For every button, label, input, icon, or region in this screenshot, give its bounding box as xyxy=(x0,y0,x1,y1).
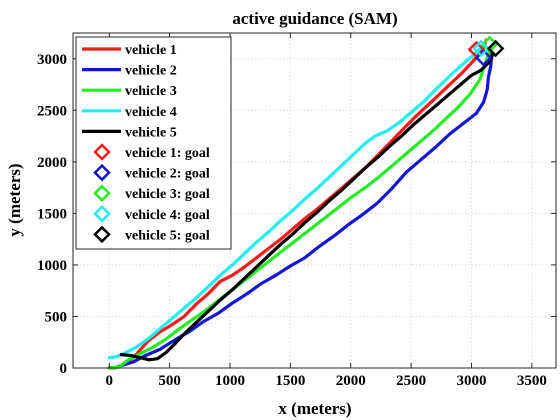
series-line-vehicle-4 xyxy=(107,43,486,360)
legend-swatch-goal-2 xyxy=(93,163,111,182)
plot-frame xyxy=(72,32,557,369)
legend-label: vehicle 4 xyxy=(125,105,177,120)
y-tick-label: 1500 xyxy=(37,206,67,222)
x-tick-label: 3000 xyxy=(456,373,486,389)
series-line-vehicle-1 xyxy=(107,38,488,370)
goal-marker-vehicle-5 xyxy=(486,39,505,58)
y-tick-label: 2000 xyxy=(37,155,67,171)
legend-label: vehicle 3: goal xyxy=(125,187,210,202)
y-tick-label: 0 xyxy=(60,361,68,377)
axis-ticks: 0 500 1000 1500 2000 2500 3000 3500 0 500 1000 1500… xyxy=(37,33,556,389)
legend-label: vehicle 5 xyxy=(125,125,177,140)
y-tick-label: 2500 xyxy=(37,103,67,119)
legend-swatch-goal-1 xyxy=(93,143,111,161)
legend-box xyxy=(75,36,232,250)
goal-marker-vehicle-4 xyxy=(472,39,490,58)
x-axis-label: x (meters) xyxy=(278,399,351,418)
legend-swatch-goal-4 xyxy=(93,205,111,223)
series-line-vehicle-5 xyxy=(119,51,495,362)
x-tick-label: 2500 xyxy=(396,373,426,389)
legend-label: vehicle 2: goal xyxy=(125,167,210,182)
y-tick-label: 3000 xyxy=(37,52,67,68)
legend-label: vehicle 2 xyxy=(125,64,177,79)
legend-label: vehicle 3 xyxy=(125,84,177,99)
legend-swatch-goal-5 xyxy=(93,225,111,244)
legend-swatch-goal-3 xyxy=(93,184,111,202)
x-tick-label: 2000 xyxy=(336,373,366,389)
x-tick-label: 3500 xyxy=(517,373,547,389)
y-tick-label: 500 xyxy=(45,309,68,325)
legend-label: vehicle 4: goal xyxy=(125,208,210,223)
goal-marker-vehicle-2 xyxy=(474,48,493,67)
y-axis-label: y (meters) xyxy=(5,163,24,236)
x-tick-label: 500 xyxy=(158,373,181,389)
series-line-vehicle-2 xyxy=(107,50,494,370)
y-tick-label: 1000 xyxy=(37,258,67,274)
chart-title: active guidance (SAM) xyxy=(232,9,397,28)
x-tick-label: 1000 xyxy=(215,373,245,389)
series-line-vehicle-3 xyxy=(107,48,492,370)
goal-markers xyxy=(467,35,505,67)
legend-label: vehicle 5: goal xyxy=(125,228,210,243)
legend-label: vehicle 1: goal xyxy=(125,146,210,161)
x-tick-label: 0 xyxy=(105,373,113,389)
legend: vehicle 1 vehicle 2 vehicle 3 vehicle 4 vehi… xyxy=(75,36,232,250)
series-lines xyxy=(107,38,495,370)
legend-label: vehicle 1 xyxy=(125,43,177,58)
x-tick-label: 1500 xyxy=(275,373,305,389)
